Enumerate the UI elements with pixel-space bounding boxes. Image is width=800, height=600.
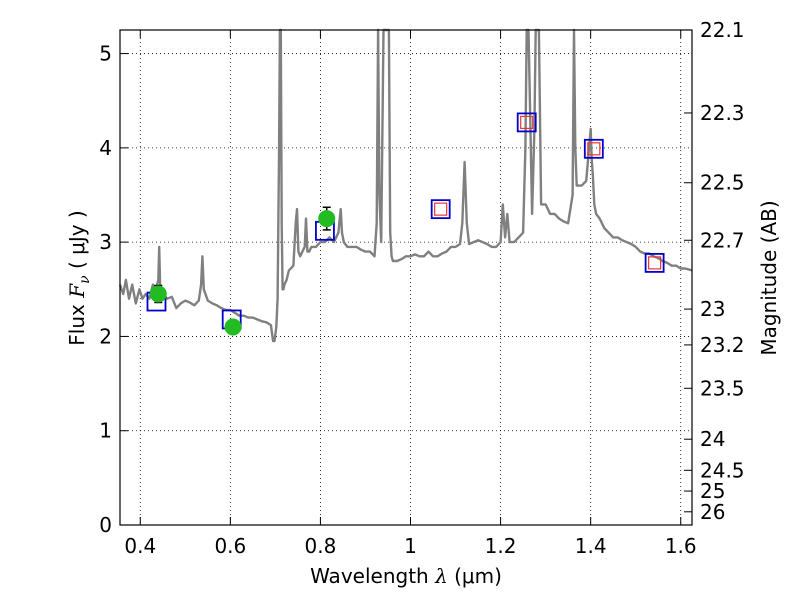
- y-tick-label: 3: [99, 230, 112, 254]
- photometry-point: [318, 210, 336, 228]
- y2-tick-label: 23.5: [700, 376, 745, 400]
- y2-tick-label: 23: [700, 297, 725, 321]
- x-tick-label: 0.6: [214, 534, 246, 558]
- observed-photometry-box: [520, 115, 534, 130]
- plot-frame: [119, 29, 693, 526]
- observed-photometry-box: [434, 202, 448, 216]
- y2-tick-label: 24.5: [700, 458, 745, 482]
- markers-layer: [146, 112, 665, 336]
- y2-tick-label: 25: [700, 479, 725, 503]
- x-tick-label: 1.2: [485, 534, 517, 558]
- y2-tick-label: 24: [700, 427, 725, 451]
- x-tick-label: 0.4: [124, 534, 156, 558]
- y-tick-label: 0: [99, 513, 112, 537]
- model-photometry-box: [430, 199, 451, 220]
- y-tick-label: 2: [99, 324, 112, 348]
- y2-axis-label: Magnitude (AB): [757, 200, 781, 355]
- x-tick-label: 1: [404, 534, 417, 558]
- photometry-point: [224, 318, 242, 336]
- y-axis-label: Flux Fν ( μJy ): [65, 210, 93, 345]
- observed-photometry-box: [587, 142, 601, 156]
- ticks-layer: 0.4 0.6 0.8 1 1.2 1.4 1.601234522.122.322.522.…: [99, 18, 744, 558]
- y2-tick-label: 22.5: [700, 171, 745, 195]
- spectrum-line: [118, 28, 693, 343]
- grid: [120, 30, 692, 526]
- y-tick-label: 1: [99, 419, 112, 443]
- y2-tick-label: 26: [700, 500, 725, 524]
- photometry-point: [149, 285, 167, 303]
- x-axis-label: Wavelength λ (μm): [310, 564, 502, 588]
- model-photometry-box: [644, 252, 665, 273]
- spectrum-layer: [118, 28, 693, 343]
- y2-tick-label: 22.3: [700, 101, 745, 125]
- x-tick-label: 0.8: [305, 534, 337, 558]
- y2-tick-label: 23.2: [700, 333, 745, 357]
- model-photometry-box: [583, 138, 604, 159]
- x-tick-label: 1.6: [665, 534, 697, 558]
- observed-photometry-box: [648, 256, 662, 270]
- y2-tick-label: 22.7: [700, 228, 745, 252]
- y-tick-label: 4: [99, 136, 112, 160]
- y2-tick-label: 22.1: [700, 18, 745, 42]
- x-tick-label: 1.4: [575, 534, 607, 558]
- y-tick-label: 5: [99, 42, 112, 66]
- model-photometry-box: [516, 112, 537, 133]
